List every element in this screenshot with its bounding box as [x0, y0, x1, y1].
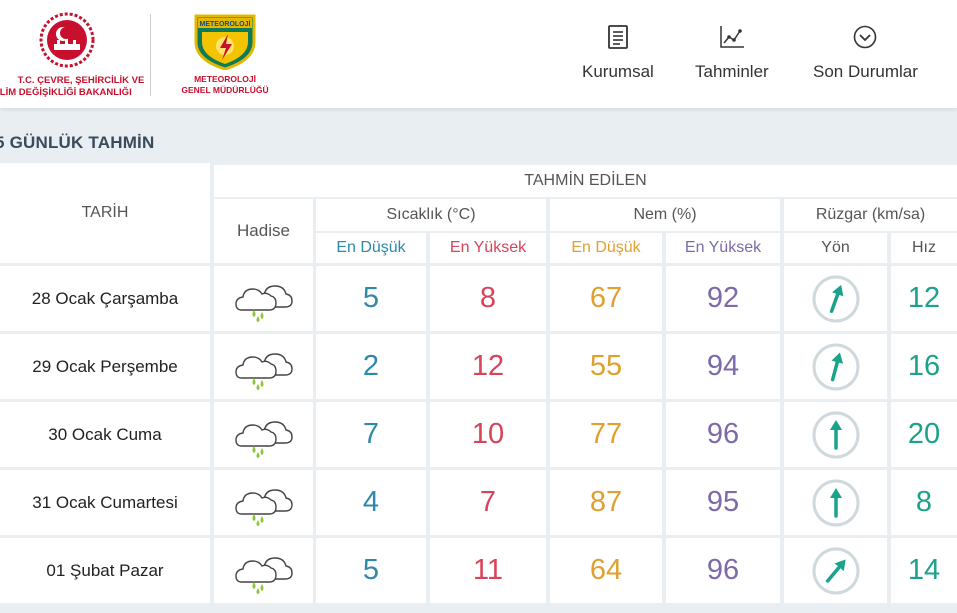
header-hadise: Hadise [214, 199, 313, 263]
row-weather [214, 402, 313, 467]
row-date: 30 Ocak Cuma [0, 402, 210, 467]
subheader-temp-high: En Yüksek [430, 233, 546, 263]
row-temp-high: 12 [430, 334, 546, 399]
row-temp-high: 10 [430, 402, 546, 467]
wind-direction-icon [812, 411, 859, 458]
row-wind-direction [784, 266, 887, 331]
row-hum-low: 87 [550, 470, 662, 535]
wind-direction-icon [812, 547, 859, 594]
ministry-logo[interactable]: T.C. ÇEVRE, ŞEHİRCİLİK VE İKLİM DEĞİŞİKL… [0, 12, 150, 102]
mgm-badge-text: METEOROLOJİ [200, 20, 251, 28]
rain-cloud-icon [234, 420, 293, 458]
row-hum-low: 77 [550, 402, 662, 467]
chevron-down-circle-icon [853, 24, 877, 50]
ministry-name-line1: T.C. ÇEVRE, ŞEHİRCİLİK VE [17, 75, 145, 86]
row-wind-direction [784, 402, 887, 467]
subheader-temp-low: En Düşük [316, 233, 426, 263]
row-weather [214, 334, 313, 399]
nav-son-durumlar[interactable]: Son Durumlar [813, 24, 918, 82]
rain-cloud-icon [234, 352, 293, 390]
wind-direction-icon [812, 479, 859, 526]
nav-tahminler-label: Tahminler [695, 62, 769, 81]
row-hum-high: 92 [666, 266, 780, 331]
row-temp-low: 5 [316, 538, 426, 603]
row-date: 01 Şubat Pazar [0, 538, 210, 603]
row-wind-direction [784, 470, 887, 535]
row-date: 29 Ocak Perşembe [0, 334, 210, 399]
rain-cloud-icon [234, 284, 293, 322]
nav-tahminler[interactable]: Tahminler [695, 24, 769, 82]
rain-cloud-icon [234, 556, 293, 594]
row-hum-low: 55 [550, 334, 662, 399]
row-temp-low: 5 [316, 266, 426, 331]
mgm-name-line1: METEOROLOJİ [194, 74, 256, 84]
header-sicaklik: Sıcaklık (°C) [316, 199, 546, 231]
nav-kurumsal-label: Kurumsal [582, 62, 654, 81]
section-title: 5 GÜNLÜK TAHMİN [0, 133, 155, 152]
site-header: T.C. ÇEVRE, ŞEHİRCİLİK VE İKLİM DEĞİŞİKL… [0, 0, 957, 108]
row-wind-speed: 20 [891, 402, 957, 467]
wind-direction-icon [812, 343, 859, 390]
row-temp-high: 7 [430, 470, 546, 535]
row-wind-speed: 14 [891, 538, 957, 603]
row-weather [214, 470, 313, 535]
rain-cloud-icon [234, 488, 293, 526]
header-tahmin-edilen: TAHMİN EDİLEN [214, 165, 957, 197]
row-temp-low: 7 [316, 402, 426, 467]
row-temp-high: 8 [430, 266, 546, 331]
ministry-name-line2: İKLİM DEĞİŞİKLİĞİ BAKANLIĞI [0, 87, 132, 98]
row-hum-high: 95 [666, 470, 780, 535]
subheader-hum-low: En Düşük [550, 233, 662, 263]
row-wind-speed: 12 [891, 266, 957, 331]
header-tarih: TARİH [0, 163, 210, 263]
wind-direction-icon [812, 275, 859, 322]
mgm-logo[interactable]: METEOROLOJİ METEOROLOJİ GENEL MÜDÜRLÜĞÜ [170, 14, 280, 100]
header-ruzgar: Rüzgar (km/sa) [784, 199, 957, 231]
subheader-yon: Yön [784, 233, 887, 263]
row-date: 31 Ocak Cumartesi [0, 470, 210, 535]
row-temp-high: 11 [430, 538, 546, 603]
nav-son-durumlar-label: Son Durumlar [813, 62, 918, 81]
row-date: 28 Ocak Çarşamba [0, 266, 210, 331]
row-hum-high: 96 [666, 402, 780, 467]
row-wind-speed: 16 [891, 334, 957, 399]
document-icon [607, 24, 629, 50]
subheader-hiz: Hız [891, 233, 957, 263]
row-hum-high: 94 [666, 334, 780, 399]
row-temp-low: 4 [316, 470, 426, 535]
mgm-shield-icon: METEOROLOJİ [194, 14, 256, 70]
header-nem: Nem (%) [550, 199, 780, 231]
forecast-table: TARİH TAHMİN EDİLEN Hadise Sıcaklık (°C)… [0, 163, 957, 613]
row-weather [214, 538, 313, 603]
subheader-hum-high: En Yüksek [666, 233, 780, 263]
chart-icon [719, 24, 745, 50]
row-hum-high: 96 [666, 538, 780, 603]
row-hum-low: 64 [550, 538, 662, 603]
row-hum-low: 67 [550, 266, 662, 331]
ministry-emblem-icon [39, 12, 95, 68]
nav-kurumsal[interactable]: Kurumsal [582, 24, 654, 82]
row-temp-low: 2 [316, 334, 426, 399]
logo-divider [150, 14, 151, 96]
row-weather [214, 266, 313, 331]
row-wind-speed: 8 [891, 470, 957, 535]
row-wind-direction [784, 538, 887, 603]
row-wind-direction [784, 334, 887, 399]
mgm-name-line2: GENEL MÜDÜRLÜĞÜ [181, 85, 269, 95]
